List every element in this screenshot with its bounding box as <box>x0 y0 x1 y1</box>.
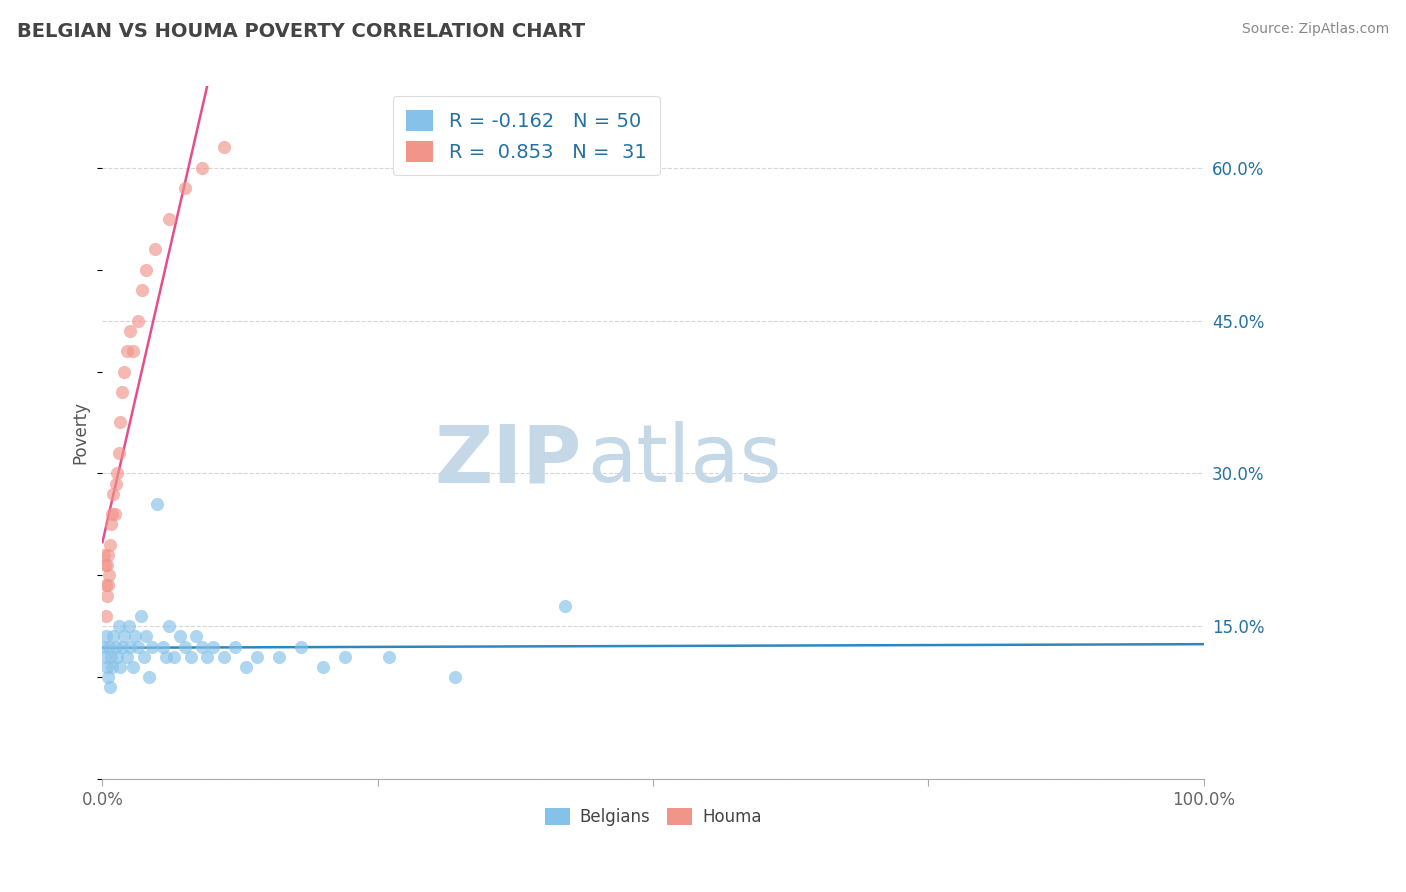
Point <box>212 140 235 154</box>
Point <box>152 640 174 654</box>
Point <box>190 161 212 175</box>
Point <box>93 548 115 562</box>
Text: ZIP: ZIP <box>434 421 582 500</box>
Point <box>201 640 224 654</box>
Point <box>104 476 127 491</box>
Point <box>100 649 122 664</box>
Legend: Belgians, Houma: Belgians, Houma <box>538 801 768 833</box>
Point <box>235 660 257 674</box>
Point <box>118 640 141 654</box>
Point <box>94 609 117 624</box>
Point <box>190 640 212 654</box>
Point <box>98 640 121 654</box>
Point <box>155 649 177 664</box>
Point <box>94 578 117 592</box>
Point <box>131 283 153 297</box>
Point <box>96 558 118 572</box>
Point <box>143 243 166 257</box>
Point <box>184 629 207 643</box>
Point <box>195 649 218 664</box>
Point <box>118 324 141 338</box>
Point <box>108 619 131 633</box>
Point <box>96 589 118 603</box>
Point <box>169 629 191 643</box>
Point <box>114 365 136 379</box>
Point <box>127 313 149 327</box>
Point <box>111 640 134 654</box>
Point <box>101 507 124 521</box>
Point <box>104 640 127 654</box>
Point <box>111 384 134 399</box>
Point <box>180 649 202 664</box>
Point <box>93 649 115 664</box>
Point <box>108 660 131 674</box>
Point <box>224 640 246 654</box>
Point <box>93 558 115 572</box>
Point <box>115 649 138 664</box>
Point <box>157 619 180 633</box>
Point <box>97 548 120 562</box>
Point <box>146 497 169 511</box>
Point <box>267 649 290 664</box>
Point <box>377 649 399 664</box>
Point <box>103 507 125 521</box>
Point <box>135 262 157 277</box>
Point <box>122 344 145 359</box>
Point <box>114 629 136 643</box>
Point <box>94 629 117 643</box>
Point <box>98 538 121 552</box>
Text: Source: ZipAtlas.com: Source: ZipAtlas.com <box>1241 22 1389 37</box>
Point <box>93 640 115 654</box>
Point <box>97 670 120 684</box>
Point <box>157 211 180 226</box>
Point <box>98 680 121 694</box>
Point <box>101 660 124 674</box>
Point <box>108 446 131 460</box>
Point <box>118 619 141 633</box>
Point <box>115 344 138 359</box>
Point <box>246 649 269 664</box>
Point <box>129 609 152 624</box>
Point <box>97 578 120 592</box>
Point <box>141 640 163 654</box>
Point <box>311 660 333 674</box>
Point <box>122 660 145 674</box>
Point <box>98 568 121 582</box>
Text: atlas: atlas <box>586 421 782 500</box>
Point <box>554 599 576 613</box>
Point <box>134 649 156 664</box>
Point <box>135 629 157 643</box>
Point <box>103 487 125 501</box>
Point <box>105 467 128 481</box>
Point <box>174 181 197 195</box>
Point <box>96 660 118 674</box>
Point <box>138 670 160 684</box>
Text: BELGIAN VS HOUMA POVERTY CORRELATION CHART: BELGIAN VS HOUMA POVERTY CORRELATION CHA… <box>17 22 585 41</box>
Point <box>105 649 128 664</box>
Point <box>127 640 149 654</box>
Point <box>108 416 131 430</box>
Point <box>443 670 465 684</box>
Point <box>163 649 186 664</box>
Point <box>100 517 122 532</box>
Point <box>333 649 356 664</box>
Point <box>212 649 235 664</box>
Point <box>103 629 125 643</box>
Point <box>124 629 146 643</box>
Point <box>290 640 312 654</box>
Y-axis label: Poverty: Poverty <box>72 401 89 464</box>
Point <box>174 640 197 654</box>
